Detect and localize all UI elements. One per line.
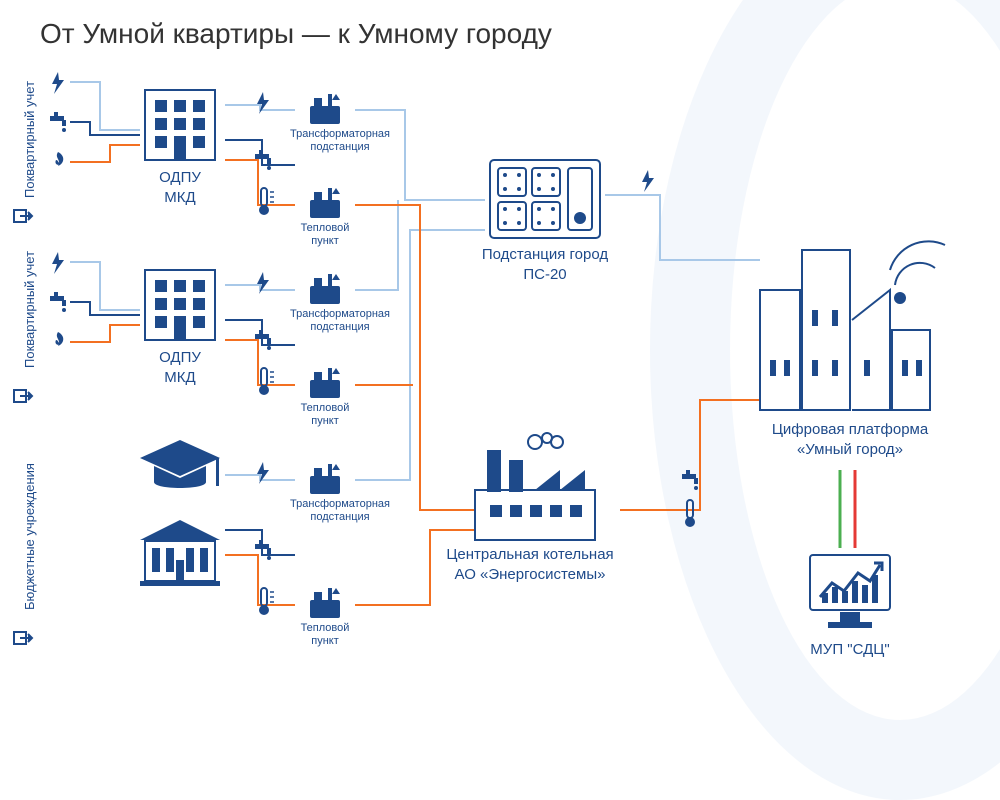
thermometer-icon: [259, 188, 274, 215]
export-icon: [14, 632, 32, 644]
flame-icon: [55, 152, 63, 166]
line-b2-trans: [225, 285, 295, 290]
transformer-icon: [310, 274, 340, 304]
transformer-icon: [310, 94, 340, 124]
smart-city-icon: [760, 241, 945, 410]
factory-icon: [475, 433, 595, 540]
line-sub-city: [605, 195, 760, 260]
line-meter2-heat: [70, 325, 140, 342]
line-h3-boil: [355, 530, 475, 605]
thermometer-icon: [685, 500, 695, 527]
line-b3-trans: [225, 475, 295, 480]
monitor-icon: [810, 555, 890, 628]
line-meter2-water: [70, 302, 140, 315]
line-boil-city: [620, 400, 760, 510]
graduation-cap-icon: [140, 440, 220, 488]
substation-icon: [490, 160, 600, 238]
transformer-icon: [310, 464, 340, 494]
building-icon: [145, 90, 215, 160]
line-meter1-heat: [70, 145, 140, 162]
building-icon: [145, 270, 215, 340]
heatpoint-icon: [310, 588, 340, 618]
heatpoint-icon: [310, 188, 340, 218]
line-meter1-water: [70, 122, 140, 135]
diagram-canvas: [0, 0, 1000, 709]
line-h1-boil: [355, 205, 475, 510]
heatpoint-icon: [310, 368, 340, 398]
lightning-icon: [642, 170, 654, 192]
gov-building-icon: [140, 520, 220, 586]
thermometer-icon: [259, 368, 274, 395]
line-t1-sub: [355, 110, 485, 200]
thermometer-icon: [259, 588, 274, 615]
export-icon: [14, 210, 32, 222]
lightning-icon: [52, 72, 64, 94]
faucet-icon: [50, 112, 66, 132]
export-icon: [14, 390, 32, 402]
flame-icon: [55, 332, 63, 346]
faucet-icon: [50, 292, 66, 312]
line-b1-trans: [225, 105, 295, 110]
line-t2-sub: [355, 200, 398, 290]
lightning-icon: [52, 252, 64, 274]
faucet-icon: [682, 470, 698, 490]
